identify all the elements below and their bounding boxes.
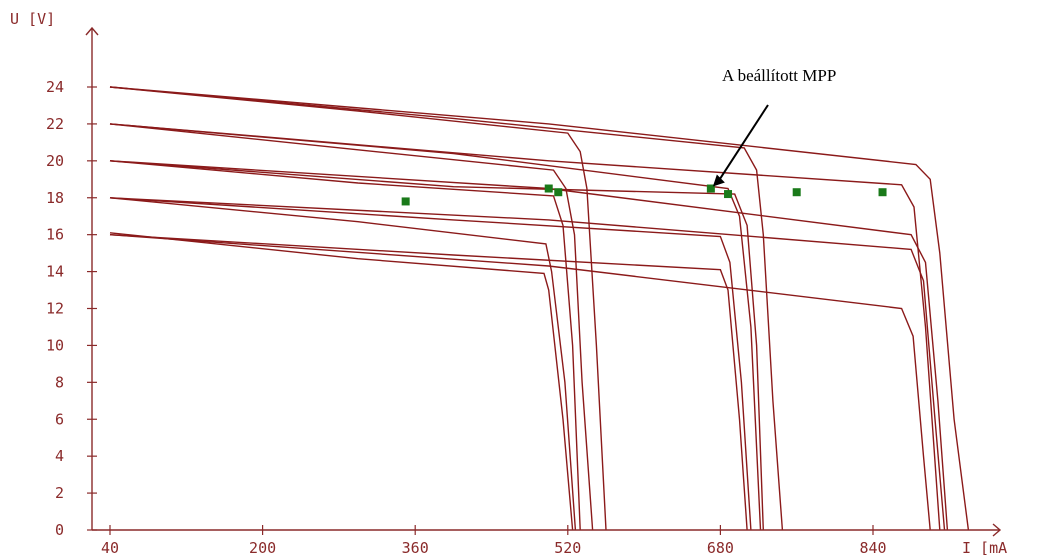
iv-curve-5	[109, 232, 574, 531]
iv-curve-6	[109, 86, 784, 531]
x-tick-label: 360	[402, 539, 429, 556]
x-tick-label: 520	[554, 539, 581, 556]
iv-curve-14	[109, 197, 946, 531]
axes	[85, 26, 1002, 537]
y-tick-label: 10	[46, 336, 64, 354]
iv-curve-11	[109, 86, 970, 531]
x-axis-label: I [mA	[962, 539, 1007, 556]
iv-curve-3	[109, 160, 581, 531]
mpp-marker	[724, 190, 733, 199]
y-tick-label: 24	[46, 78, 64, 96]
iv-curve-2	[109, 123, 594, 531]
y-tick-label: 6	[55, 410, 64, 428]
mpp-markers	[401, 184, 887, 206]
y-tick-label: 14	[46, 263, 64, 281]
iv-curve-15	[109, 234, 931, 531]
annotation-group	[712, 104, 769, 187]
x-tick-label: 40	[101, 539, 119, 556]
y-axis-label: U [V]	[10, 10, 55, 28]
x-tick-label: 200	[249, 539, 276, 556]
y-tick-label: 4	[55, 447, 64, 465]
mpp-marker	[554, 188, 563, 197]
x-axis-arrow	[992, 523, 1002, 537]
y-tick-label: 22	[46, 115, 64, 133]
iv-curve-8	[109, 160, 764, 531]
iv-curve-12	[109, 123, 941, 531]
iv-curve-1	[109, 86, 607, 531]
y-tick-label: 8	[55, 373, 64, 391]
mpp-marker	[792, 188, 801, 197]
mpp-marker	[878, 188, 887, 197]
x-tick-label: 680	[707, 539, 734, 556]
y-tick-label: 2	[55, 484, 64, 502]
x-tick-label: 840	[859, 539, 886, 556]
y-tick-label: 18	[46, 189, 64, 207]
annotation-text: A beállított MPP	[722, 66, 836, 85]
y-tick-label: 16	[46, 226, 64, 244]
mpp-marker	[544, 184, 553, 193]
annotation-arrowhead	[712, 174, 725, 187]
y-tick-label: 12	[46, 300, 64, 318]
iv-curve-4	[109, 197, 577, 531]
iv-curve-9	[109, 197, 752, 531]
iv-curve-13	[109, 160, 949, 531]
y-tick-label: 20	[46, 152, 64, 170]
annotation-arrow	[718, 104, 769, 182]
y-tick-label: 0	[55, 521, 64, 539]
curve-group	[109, 86, 970, 531]
mpp-marker	[401, 197, 410, 206]
y-axis-arrow	[85, 26, 99, 36]
iv-curve-10	[109, 234, 748, 531]
mpp-marker	[706, 184, 715, 193]
